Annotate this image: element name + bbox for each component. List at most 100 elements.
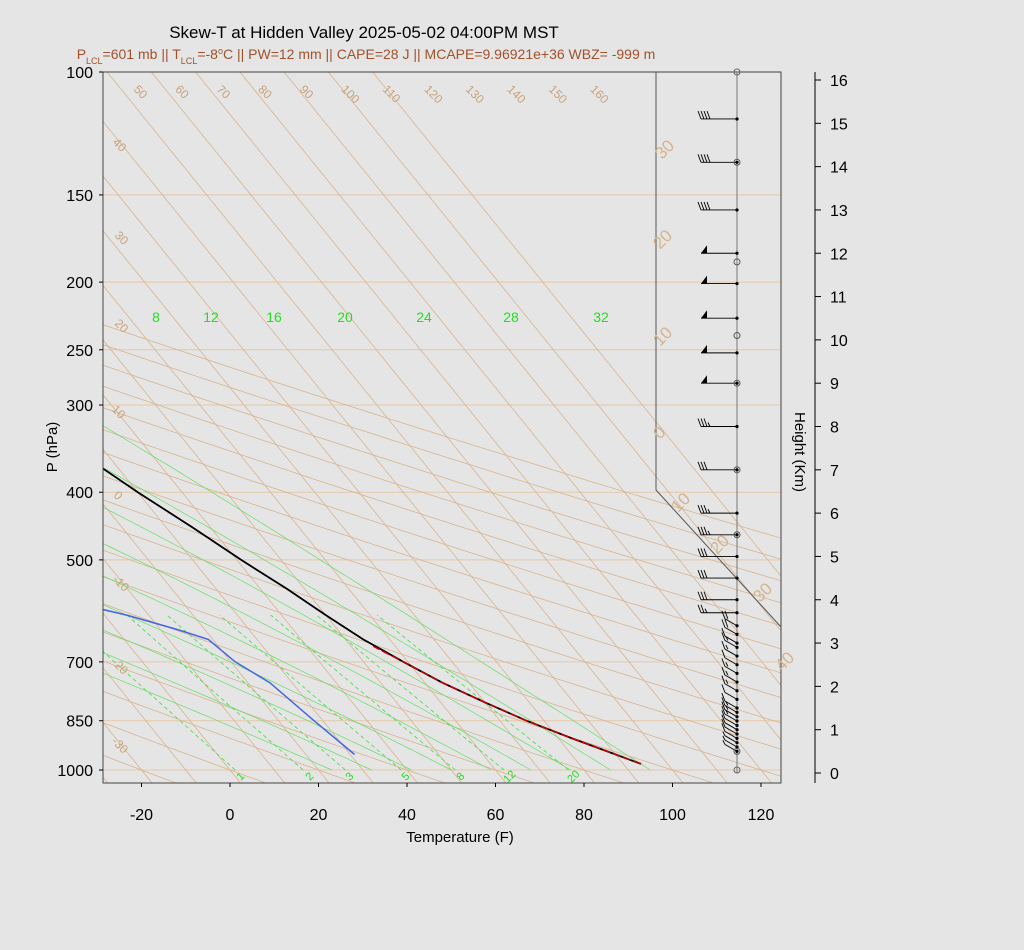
wind-barb-flag [721, 632, 726, 641]
mixing-ratio-label: 8 [152, 309, 160, 325]
isotherm-line [103, 120, 640, 783]
wind-barb-shaft [724, 700, 738, 709]
wind-barb-flag [703, 548, 708, 557]
wind-barb-pennant [701, 310, 707, 319]
height-tick-label: 9 [830, 376, 839, 393]
wind-barb-flag [697, 461, 702, 470]
isotherm-line [103, 230, 551, 783]
wind-barb [721, 666, 739, 684]
wind-barb-shaft [724, 717, 738, 726]
wind-barb-shaft [724, 739, 738, 748]
chart-subtitle: PLCL=601 mb || TLCL=-8oC || PW=12 mm || … [77, 46, 656, 66]
wind-barb-flag [721, 684, 726, 693]
wind-barb-flag [703, 526, 708, 535]
wind-barb-shaft [724, 618, 738, 627]
wind-barb-flag [721, 666, 726, 676]
isotherm-line [103, 557, 286, 783]
dry-adiabat [103, 452, 781, 674]
wind-barb-pennant [701, 344, 707, 353]
wind-barb-shaft [724, 709, 738, 718]
wind-barb [721, 610, 739, 628]
wind-barb-flag [706, 110, 711, 120]
wind-barb-flag [721, 723, 726, 732]
height-tick-label: 10 [830, 333, 848, 350]
wind-barb-shaft [724, 665, 738, 674]
wind-barb-pennant [701, 375, 707, 384]
wind-barb-flag [700, 569, 705, 579]
mixing-ratio-line [103, 651, 236, 771]
subtitle-p-lcl: =601 mb || T [103, 46, 182, 62]
wind-barb-shaft [724, 691, 738, 700]
height-axis-label: Height (Km) [791, 412, 808, 492]
moist-adiabat [103, 425, 651, 771]
wind-barb-flag [721, 640, 726, 650]
wind-barb [697, 418, 739, 429]
height-tick-label: 7 [830, 463, 839, 480]
mixing-ratio-label: 16 [266, 309, 282, 325]
mixing-ratio-label: 28 [503, 309, 519, 325]
wind-barb [697, 154, 739, 164]
wind-barb-flag [700, 418, 705, 427]
pressure-tick-label: 500 [66, 553, 93, 570]
wind-barb-half-flag [722, 735, 726, 741]
isotherm-line [103, 612, 242, 783]
wind-barb-half-flag [704, 608, 708, 613]
wind-barb-flag [697, 591, 702, 600]
wind-barb-half-flag [722, 731, 726, 736]
height-tick-label: 12 [830, 246, 848, 263]
wind-barb-shaft [724, 674, 738, 683]
pressure-tick-label: 200 [66, 275, 93, 292]
pressure-tick-label: 300 [66, 398, 93, 415]
subtitle-lcl-sub-2: LCL [181, 56, 198, 66]
wind-barb-half-flag [722, 740, 726, 745]
background-grid [103, 72, 781, 783]
isotherm-line [283, 72, 781, 687]
wind-barb [701, 310, 739, 320]
dry-adiabat [103, 407, 781, 626]
mixing-ratio-label: 20 [337, 309, 353, 325]
height-tick-label: 14 [830, 160, 848, 177]
isotherm-line [103, 394, 419, 783]
wind-staff-top-circle [733, 68, 741, 76]
wind-barb-flag [697, 569, 702, 579]
wind-barb-half-flag [707, 508, 711, 514]
wind-barb-shaft [724, 683, 738, 692]
wind-barb [722, 731, 739, 745]
wind-level-marker [733, 531, 741, 539]
height-tick-label: 16 [830, 73, 848, 90]
temp-tick-label: 60 [487, 807, 505, 824]
wind-barb-shaft [724, 743, 738, 752]
height-tick-label: 6 [830, 506, 839, 523]
wind-barb [721, 627, 739, 645]
wind-barb-flag [721, 714, 726, 723]
pressure-tick-label: 700 [66, 655, 93, 672]
wind-barb-flag [697, 418, 702, 427]
height-tick-label: 11 [830, 290, 847, 307]
wind-barb-flag [706, 201, 711, 211]
wind-barb [721, 723, 739, 740]
wind-barb-flag [700, 548, 705, 557]
wind-barb [721, 619, 739, 637]
wind-barb-half-flag [707, 530, 711, 535]
wind-barb-pennant [701, 245, 707, 254]
plot-border [102, 71, 782, 784]
isotherm-line [106, 72, 684, 783]
wind-barb [721, 714, 739, 732]
dry-adiabat [103, 631, 536, 783]
wind-barb-shaft [724, 722, 738, 731]
wind-barb-shaft [724, 730, 738, 739]
dry-adiabat [103, 385, 781, 604]
temp-tick-label: 120 [748, 807, 775, 824]
wind-barb [701, 245, 739, 255]
wind-barb-flag [697, 604, 702, 613]
height-tick-label: 8 [830, 420, 839, 437]
wind-barb-half-flag [725, 670, 729, 676]
wind-barb [721, 658, 739, 675]
wind-barb [721, 692, 739, 710]
wind-barb-flag [697, 110, 702, 120]
wind-barb-flag [721, 718, 726, 728]
wind-barb [701, 275, 739, 286]
wind-barb-flag [703, 461, 708, 470]
